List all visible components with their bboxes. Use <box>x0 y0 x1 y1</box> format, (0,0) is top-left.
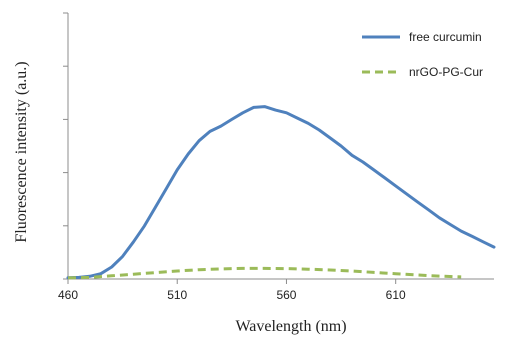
x-tick-label-3: 610 <box>386 288 406 302</box>
series-line-0 <box>66 105 496 280</box>
y-axis-title: Fluorescence intensity (a.u.) <box>13 61 30 242</box>
x-tick-label-2: 560 <box>276 288 296 302</box>
x-tick-label-0: 460 <box>58 288 78 302</box>
legend-label-1: nrGO-PG-Cur <box>409 65 483 79</box>
series-line-1 <box>67 266 462 280</box>
legend-label-0: free curcumin <box>409 30 482 44</box>
x-tick-label-1: 510 <box>167 288 187 302</box>
x-axis-title: Wavelength (nm) <box>235 318 346 335</box>
